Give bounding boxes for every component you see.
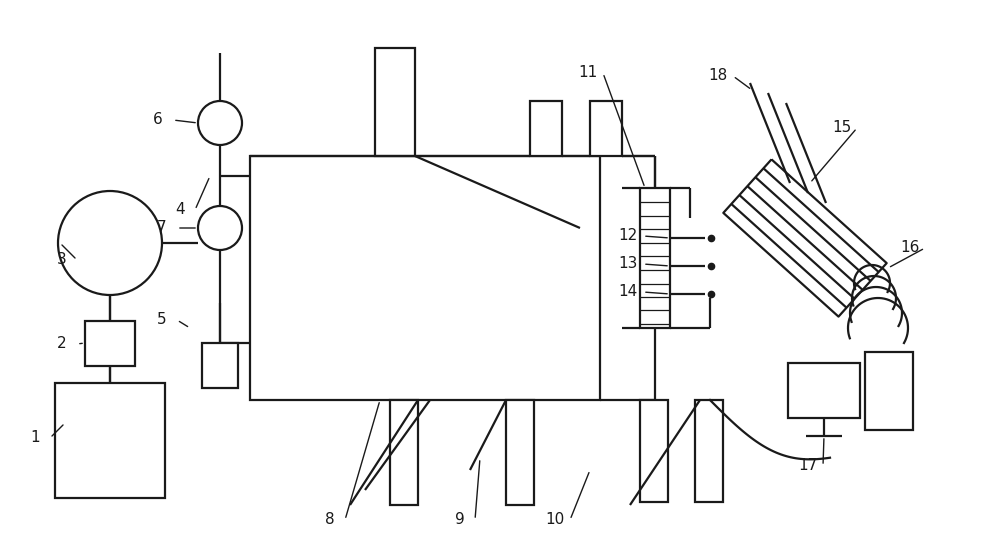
Bar	[788, 363, 860, 418]
Text: 18: 18	[708, 68, 728, 83]
Bar	[530, 101, 562, 156]
Circle shape	[198, 101, 242, 145]
Circle shape	[58, 191, 162, 295]
Text: 8: 8	[325, 513, 335, 527]
Text: 5: 5	[157, 313, 167, 328]
Text: 2: 2	[57, 336, 67, 351]
Text: 14: 14	[618, 285, 638, 300]
Bar	[250, 156, 600, 400]
Bar	[865, 352, 913, 430]
Text: 7: 7	[157, 221, 167, 236]
Text: 16: 16	[900, 240, 920, 256]
Text: 3: 3	[57, 252, 67, 267]
Text: 12: 12	[618, 229, 638, 244]
Text: 13: 13	[618, 257, 638, 272]
Text: 11: 11	[578, 66, 598, 81]
Bar	[695, 400, 723, 502]
Bar	[640, 188, 670, 328]
Bar	[640, 400, 668, 502]
Bar	[85, 321, 135, 366]
Bar	[375, 48, 415, 156]
Bar	[202, 343, 238, 388]
Bar	[55, 383, 165, 498]
Text: 9: 9	[455, 513, 465, 527]
Circle shape	[198, 206, 242, 250]
Bar	[390, 400, 418, 505]
Text: 1: 1	[30, 430, 40, 445]
Text: 15: 15	[832, 121, 852, 136]
Text: 10: 10	[545, 513, 565, 527]
Bar	[590, 101, 622, 156]
Bar	[506, 400, 534, 505]
Text: 17: 17	[798, 458, 818, 473]
Text: 6: 6	[153, 112, 163, 128]
Text: 4: 4	[175, 202, 185, 217]
